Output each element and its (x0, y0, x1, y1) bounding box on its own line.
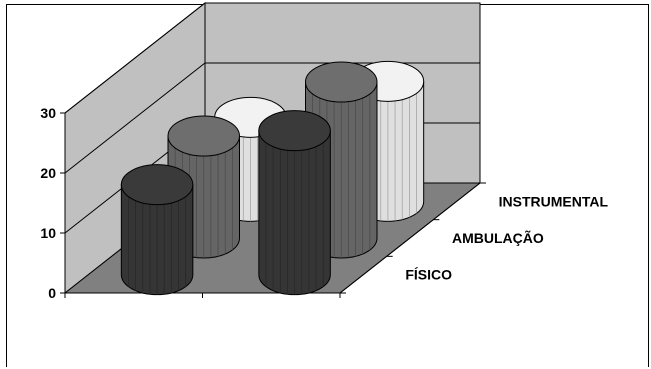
cylinder-top (305, 61, 378, 103)
y-tick-label: 20 (40, 165, 56, 181)
series-label: FÍSICO (405, 267, 452, 283)
y-tick-label: 0 (48, 285, 56, 301)
cylinder-top (167, 115, 240, 157)
cylinder-top (120, 164, 194, 206)
depth-axis (339, 182, 481, 294)
cylinder-top (258, 110, 331, 152)
y-tick-label: 30 (40, 105, 56, 121)
y-tick-label: 10 (40, 225, 56, 241)
gridline (64, 2, 480, 114)
series-label: AMBULAÇÃO (452, 229, 544, 246)
series-label: INSTRUMENTAL (499, 193, 609, 209)
